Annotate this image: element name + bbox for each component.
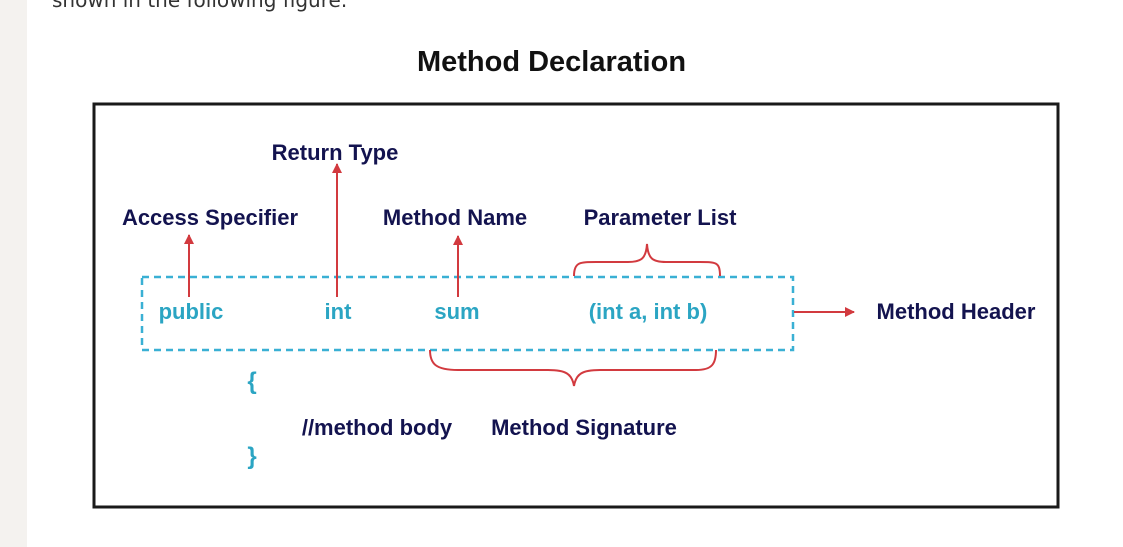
label-return-type: Return Type (272, 140, 399, 165)
diagram-frame (92, 102, 1060, 509)
code-sum: sum (434, 299, 479, 324)
label-method-signature: Method Signature (491, 415, 677, 440)
page-side-bar (0, 0, 27, 547)
code-open-brace: { (247, 368, 256, 395)
parameter-list-brace (573, 243, 721, 277)
intro-text: shown in the following figure. (52, 0, 348, 12)
code-method-body: //method body (302, 415, 453, 440)
label-parameter-list: Parameter List (584, 205, 738, 230)
label-access-specifier: Access Specifier (122, 205, 299, 230)
code-close-brace: } (247, 443, 256, 470)
label-method-name: Method Name (383, 205, 527, 230)
code-public: public (159, 299, 224, 324)
method-signature-brace (429, 349, 717, 387)
method-header-box (140, 275, 795, 352)
code-params: (int a, int b) (589, 299, 708, 324)
figure-title: Method Declaration (416, 46, 687, 78)
code-int: int (325, 299, 353, 324)
label-method-header: Method Header (877, 299, 1036, 324)
